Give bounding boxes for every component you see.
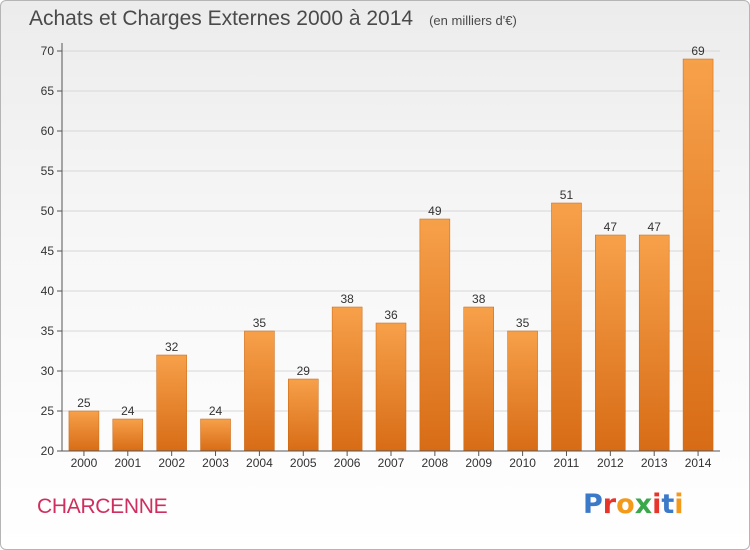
logo-letter: r bbox=[602, 489, 617, 520]
x-tick-label: 2004 bbox=[246, 456, 273, 470]
data-label: 29 bbox=[297, 364, 311, 378]
bar bbox=[375, 322, 407, 452]
logo-letter: i bbox=[674, 489, 684, 520]
bar bbox=[288, 378, 319, 452]
x-tick-label: 2014 bbox=[685, 456, 712, 470]
y-tick-label: 70 bbox=[41, 44, 55, 58]
bar bbox=[419, 218, 451, 452]
y-tick-label: 55 bbox=[41, 164, 55, 178]
x-tick-label: 2007 bbox=[378, 456, 405, 470]
data-label: 38 bbox=[340, 292, 354, 306]
data-label: 47 bbox=[604, 220, 618, 234]
y-tick-label: 20 bbox=[41, 444, 55, 458]
data-label: 25 bbox=[77, 396, 91, 410]
chart-subtitle: (en milliers d'€) bbox=[429, 13, 517, 28]
bar bbox=[112, 418, 144, 452]
x-tick-label: 2006 bbox=[334, 456, 361, 470]
data-label: 51 bbox=[560, 188, 574, 202]
data-label: 32 bbox=[165, 340, 179, 354]
bar bbox=[244, 330, 275, 452]
logo-letter: P bbox=[583, 489, 603, 520]
bar bbox=[507, 330, 538, 452]
bar bbox=[68, 410, 100, 452]
data-label: 38 bbox=[472, 292, 486, 306]
x-tick-label: 2001 bbox=[114, 456, 141, 470]
data-label: 35 bbox=[516, 316, 530, 330]
y-tick-label: 25 bbox=[41, 404, 55, 418]
bar bbox=[156, 354, 187, 452]
chart-title: Achats et Charges Externes 2000 à 2014 bbox=[29, 7, 414, 30]
logo-letter: o bbox=[616, 489, 635, 520]
bar bbox=[200, 418, 231, 452]
y-tick-label: 65 bbox=[41, 84, 55, 98]
x-tick-label: 2009 bbox=[465, 456, 492, 470]
x-tick-label: 2011 bbox=[554, 456, 580, 470]
x-tick-label: 2012 bbox=[597, 456, 624, 470]
logo-letter: i bbox=[652, 489, 662, 520]
bar bbox=[638, 234, 670, 452]
proxiti-logo: Proxiti bbox=[583, 489, 684, 520]
town-name: CHARCENNE bbox=[37, 495, 168, 518]
bar bbox=[463, 306, 494, 452]
bar bbox=[595, 234, 626, 452]
x-tick-label: 2003 bbox=[202, 456, 229, 470]
logo-letter: x bbox=[634, 489, 653, 520]
data-label: 24 bbox=[121, 404, 135, 418]
bar bbox=[682, 58, 714, 452]
data-label: 36 bbox=[384, 308, 398, 322]
data-label: 69 bbox=[691, 44, 705, 58]
data-label: 47 bbox=[648, 220, 662, 234]
bar bbox=[331, 306, 363, 452]
data-label: 24 bbox=[209, 404, 223, 418]
x-tick-label: 2008 bbox=[422, 456, 449, 470]
y-tick-label: 45 bbox=[41, 244, 55, 258]
y-tick-label: 60 bbox=[41, 124, 55, 138]
chart-title-block: Achats et Charges Externes 2000 à 2014 (… bbox=[29, 7, 517, 31]
x-tick-label: 2013 bbox=[641, 456, 668, 470]
logo-letter: t bbox=[661, 489, 675, 520]
data-label: 35 bbox=[253, 316, 267, 330]
x-tick-label: 2005 bbox=[290, 456, 317, 470]
y-tick-label: 40 bbox=[41, 284, 55, 298]
y-tick-label: 30 bbox=[41, 364, 55, 378]
x-tick-label: 2002 bbox=[158, 456, 185, 470]
data-label: 49 bbox=[428, 204, 442, 218]
x-tick-label: 2010 bbox=[509, 456, 536, 470]
x-tick-label: 2000 bbox=[71, 456, 98, 470]
y-tick-label: 50 bbox=[41, 204, 55, 218]
bar bbox=[551, 202, 582, 452]
y-tick-label: 35 bbox=[41, 324, 55, 338]
